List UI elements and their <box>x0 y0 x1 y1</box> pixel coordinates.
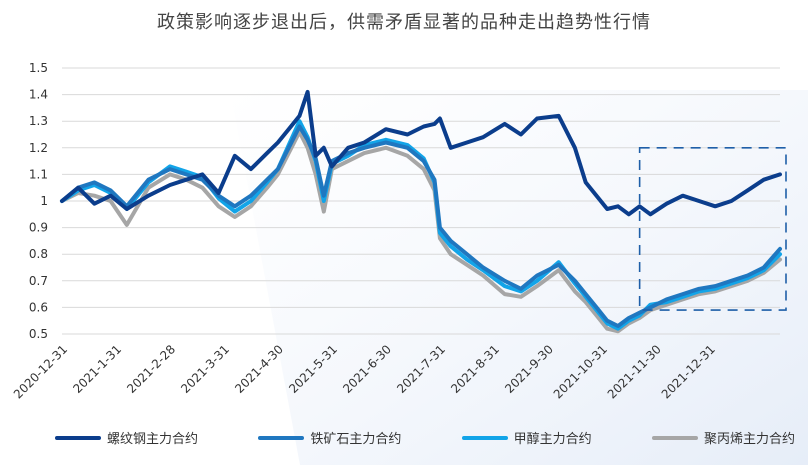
x-tick-label: 2021-7-31 <box>394 342 448 396</box>
legend-swatch <box>55 435 101 440</box>
y-tick-label: 0.8 <box>29 247 48 261</box>
x-tick-label: 2021-3-31 <box>178 342 232 396</box>
x-tick-label: 2021-9-30 <box>502 342 556 396</box>
y-tick-label: 0.7 <box>29 274 48 288</box>
y-tick-label: 1.1 <box>29 167 48 181</box>
x-tick-label: 2021-8-31 <box>448 342 502 396</box>
legend-swatch <box>258 435 305 440</box>
y-tick-label: 1.5 <box>29 61 48 75</box>
x-tick-label: 2021-10-31 <box>551 342 610 401</box>
highlight-box <box>638 147 787 311</box>
series-line <box>60 129 782 334</box>
legend-swatch <box>461 435 508 440</box>
x-tick-label: 2021-6-30 <box>340 342 394 396</box>
legend-label: 聚丙烯主力合约 <box>703 432 795 447</box>
y-tick-label: 0.9 <box>29 221 48 235</box>
x-tick-label: 2021-1-31 <box>70 342 124 396</box>
series-line <box>60 89 782 217</box>
y-tick-label: 0.6 <box>29 300 48 314</box>
x-tick-label: 2021-2-28 <box>124 342 178 396</box>
legend-item: 铁矿石主力合约 <box>258 428 401 447</box>
series-line <box>60 124 782 328</box>
legend-label: 铁矿石主力合约 <box>310 432 402 447</box>
legend-item: 甲醇主力合约 <box>461 428 592 447</box>
y-tick-label: 1.4 <box>29 88 48 102</box>
y-tick-label: 0.5 <box>29 327 48 341</box>
x-tick-label: 2020-12-31 <box>11 342 70 401</box>
y-tick-label: 1 <box>40 194 48 208</box>
y-tick-label: 1.2 <box>29 141 48 155</box>
x-tick-label: 2021-11-30 <box>605 342 664 401</box>
y-tick-label: 1.3 <box>29 114 48 128</box>
legend-item: 聚丙烯主力合约 <box>651 428 795 447</box>
chart-title: 政策影响逐步退出后，供需矛盾显著的品种走出趋势性行情 <box>157 12 651 33</box>
chart-legend: 螺纹钢主力合约 铁矿石主力合约 甲醇主力合约 聚丙烯主力合约 <box>55 428 795 447</box>
legend-item: 螺纹钢主力合约 <box>55 428 198 447</box>
x-tick-label: 2021-5-31 <box>286 342 340 396</box>
legend-swatch <box>651 435 698 440</box>
legend-label: 螺纹钢主力合约 <box>107 432 199 447</box>
x-tick-label: 2021-12-31 <box>659 342 718 401</box>
x-tick-label: 2021-4-30 <box>232 342 286 396</box>
legend-label: 甲醇主力合约 <box>513 432 592 447</box>
